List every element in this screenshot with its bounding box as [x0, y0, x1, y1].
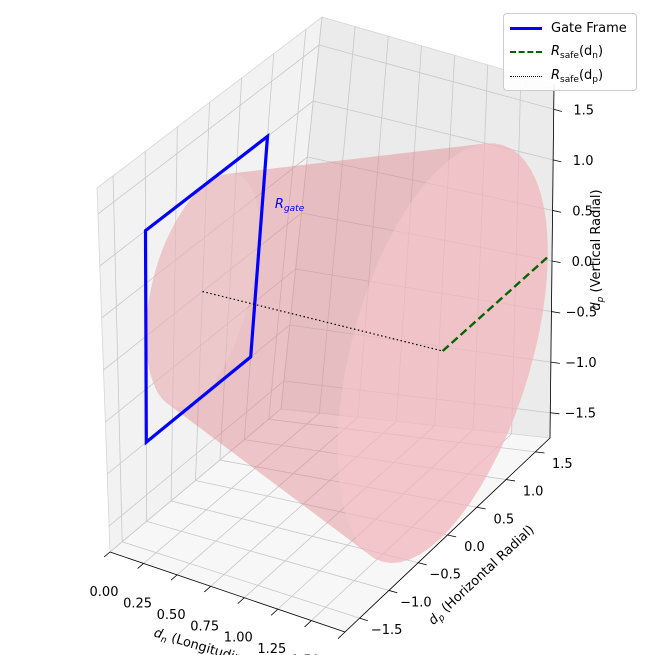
y-tick-label: −1.5 [371, 623, 403, 638]
gate-frame [143, 132, 270, 446]
z-tick-label: −1.0 [565, 356, 597, 371]
x-tick-mark [237, 597, 245, 604]
legend-swatch-dashed [510, 51, 542, 53]
z-tick-mark [552, 210, 562, 213]
y-tick-mark [447, 534, 457, 538]
z-tick-mark [550, 361, 560, 364]
grid-line-y [146, 520, 390, 591]
y-tick-label: −0.5 [429, 568, 461, 583]
legend-item-gate-frame: Gate Frame [504, 17, 627, 39]
grid-line-z [318, 44, 554, 110]
x-tick-label: 0.75 [190, 619, 219, 634]
grid-line-y [122, 541, 360, 619]
grid-line-z [101, 156, 308, 319]
x-tick-label: 0.50 [157, 608, 186, 623]
x-axis-line [109, 551, 346, 633]
z-tick-mark [551, 311, 561, 314]
y-tick-mark [506, 479, 516, 482]
y-tick-mark [359, 617, 368, 622]
x-tick-label: 1.50 [291, 654, 320, 655]
z-tick-label: −1.5 [564, 407, 596, 422]
z-tick-mark [550, 412, 560, 415]
y-tick-mark [535, 451, 545, 454]
x-tick-label: 0.25 [123, 596, 152, 611]
x-tick-mark [103, 551, 111, 558]
y-tick-label: −1.0 [400, 595, 432, 610]
z-tick-mark [551, 260, 561, 264]
legend-label: Rsafe(dn) [551, 43, 604, 61]
x-tick-mark [170, 574, 178, 581]
legend-label: Gate Frame [551, 20, 627, 36]
z-tick-label: 1.5 [573, 103, 594, 118]
z-tick-label: 1.0 [573, 154, 594, 169]
x-tick-label: 1.25 [257, 642, 286, 655]
safety-cone [145, 143, 548, 563]
grid-line-z [97, 44, 320, 215]
y-tick-label: 1.5 [552, 457, 573, 472]
legend-item-rsafe-dn: Rsafe(dn) [504, 41, 603, 63]
grid-line-z [108, 380, 285, 527]
y-tick-label: 0.5 [493, 512, 514, 527]
legend-label: Rsafe(dp) [551, 67, 604, 85]
z-tick-label: 0.0 [572, 255, 593, 270]
legend-swatch-dotted [510, 75, 542, 77]
legend-item-rsafe-dp: Rsafe(dp) [504, 65, 603, 87]
grid-lines [97, 16, 555, 633]
y-tick-label: 0.0 [464, 540, 485, 555]
grid-line-z [313, 100, 554, 161]
cone-end-cap [337, 143, 548, 563]
z-tick-mark [553, 108, 562, 112]
x-tick-label: 1.00 [224, 631, 253, 646]
y-tick-label: 1.0 [523, 485, 544, 500]
z-tick-label: −0.5 [566, 306, 598, 321]
rsafe-dp-line [202, 290, 443, 352]
x-tick-mark [204, 585, 211, 593]
z-tick-label: 0.5 [572, 204, 593, 219]
x-tick-label: 0.00 [90, 585, 119, 600]
tick-labels: 0.000.250.500.751.001.251.501.75−1.5−1.0… [90, 103, 598, 655]
x-tick-mark [337, 631, 346, 639]
y-tick-mark [476, 506, 486, 510]
x-tick-mark [137, 563, 144, 569]
x-tick-mark [304, 620, 312, 628]
y-tick-mark [418, 562, 427, 566]
cone-start-cap [145, 173, 260, 408]
legend: Gate Frame Rsafe(dn) Rsafe(dp) [503, 13, 637, 91]
x-tick-mark [270, 608, 279, 616]
z-tick-mark [553, 159, 562, 163]
z-axis-label: dp (Vertical Radial) [589, 189, 606, 310]
grid-line-z [105, 268, 296, 423]
y-tick-mark [388, 590, 398, 594]
legend-swatch-solid [510, 26, 542, 30]
